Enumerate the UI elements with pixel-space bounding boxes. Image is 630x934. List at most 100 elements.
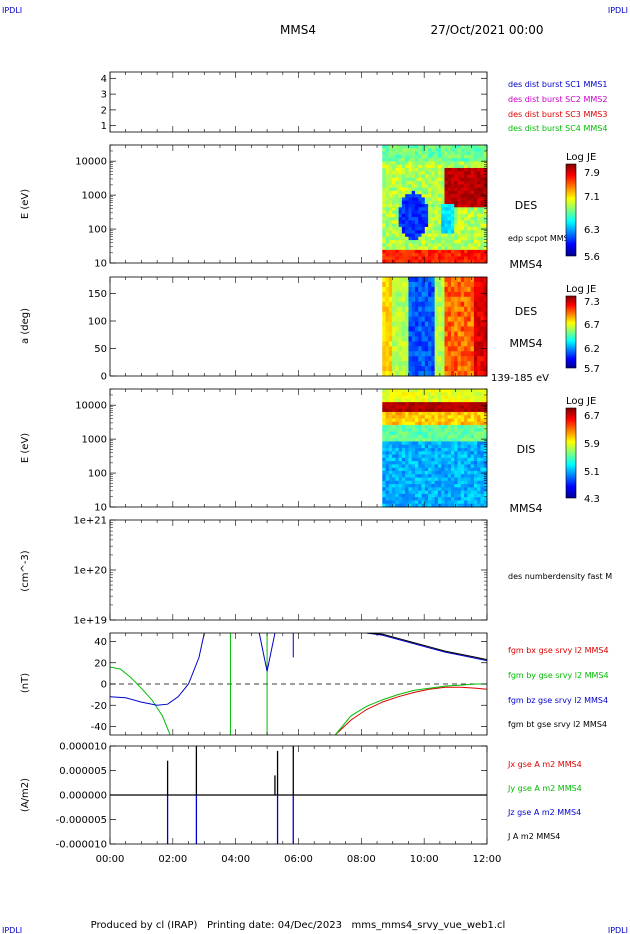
datetime-title: 27/Oct/2021 00:00 [430, 23, 543, 37]
colorbar-tick: 5.9 [584, 439, 600, 450]
des-pitch-label: DES [515, 305, 537, 318]
time-tick-label: 12:00 [473, 854, 502, 865]
colorbar-tick: 7.9 [584, 168, 600, 179]
y-tick-label: 100 [88, 317, 107, 328]
dis-energy-label: DIS [517, 443, 536, 456]
y-tick-label: 10000 [75, 401, 107, 412]
colorbar-tick: 6.3 [584, 225, 600, 236]
colorbar-tick: 6.2 [584, 344, 600, 355]
des-energy-spectrogram [382, 145, 488, 264]
scpot-overlay-label: edp scpot MMS4 [508, 234, 574, 243]
corner-label-top-left: IPDLI [2, 6, 22, 15]
y-tick-label: 0.000005 [59, 766, 107, 777]
panel-frame [109, 71, 488, 133]
corner-label-top-right: IPDLI [608, 6, 628, 15]
density-ylabel: (cm^-3) [20, 550, 31, 591]
y-tick-label: 150 [88, 289, 107, 300]
legend-bx: fgm bx gse srvy l2 MMS4 [508, 646, 609, 655]
time-tick-label: 04:00 [221, 854, 250, 865]
legend-j: J A m2 MMS4 [507, 832, 560, 841]
y-tick-label: 2 [101, 105, 107, 116]
colorbar-tick: 6.7 [584, 411, 600, 422]
y-tick-label: 1e+19 [73, 616, 107, 627]
time-axis: 00:00 02:00 04:00 06:00 08:00 10:00 12:00 [96, 854, 502, 865]
spacecraft-title: MMS4 [280, 23, 316, 37]
legend-jx: Jx gse A m2 MMS4 [507, 760, 582, 769]
legend-des-sc1: des dist burst SC1 MMS1 [508, 80, 607, 89]
y-tick-label: 1000 [82, 191, 107, 202]
y-tick-label: 3 [101, 90, 107, 101]
y-tick-label: 0.000000 [59, 791, 107, 802]
y-tick-label: 1e+21 [73, 516, 107, 527]
panel-frame [109, 519, 488, 621]
dis-energy-spectrogram [382, 389, 488, 508]
corner-label-bottom-right: IPDLI [608, 926, 628, 934]
y-tick-label: 10000 [75, 157, 107, 168]
footer-credit: Produced by cl (IRAP) Printing date: 04/… [91, 920, 506, 931]
des-pitch-spectrogram [382, 277, 488, 377]
bfield-ylabel: (nT) [20, 673, 31, 693]
colorbar-title: Log JE [566, 152, 596, 163]
series-line [334, 683, 487, 735]
pitch-energy-range: 139-185 eV [491, 373, 549, 384]
y-tick-label: 50 [94, 344, 107, 355]
des-pitch-spacecraft: MMS4 [510, 337, 543, 350]
colorbar-tick: 6.7 [584, 320, 600, 331]
bz-dip [258, 633, 276, 672]
colorbar-des-energy: Log JE 7.9 7.1 6.3 5.6 [565, 152, 600, 263]
colorbar-tick: 5.7 [584, 364, 600, 375]
current-density-lines [110, 746, 487, 844]
time-tick-label: 02:00 [158, 854, 187, 865]
legend-bt: fgm bt gse srvy l2 MMS4 [508, 720, 607, 729]
corner-label-bottom-left: IPDLI [2, 926, 22, 934]
legend-jy: Jy gse A m2 MMS4 [507, 784, 582, 793]
y-tick-label: 1e+20 [73, 566, 107, 577]
y-tick-label: 40 [94, 637, 107, 648]
colorbar-title: Log JE [566, 396, 596, 407]
panel-frames: 1 2 3 4 10 100 1000 10000 0 50 100 150 10 100 1000 1000… [56, 71, 488, 851]
y-tick-label: -20 [91, 701, 107, 712]
colorbar-tick: 7.1 [584, 192, 600, 203]
current-ylabel: (A/m2) [20, 778, 31, 812]
time-tick-label: 00:00 [96, 854, 125, 865]
legend-jz: Jz gse A m2 MMS4 [507, 808, 581, 817]
y-tick-label: 10 [94, 259, 107, 270]
legend-des-sc4: des dist burst SC4 MMS4 [508, 124, 607, 133]
colorbar-tick: 5.6 [584, 252, 600, 263]
colorbar-title: Log JE [566, 284, 596, 295]
y-tick-label: 20 [94, 658, 107, 669]
series-line [110, 633, 205, 706]
series-line [366, 633, 487, 662]
y-tick-label: 0 [101, 372, 107, 383]
series-line [334, 686, 487, 735]
series-line [110, 666, 171, 735]
colorbar-tick: 5.1 [584, 467, 600, 478]
y-tick-label: -40 [91, 722, 107, 733]
y-tick-label: 100 [88, 469, 107, 480]
des-energy-ylabel: E (eV) [20, 189, 31, 219]
legend-des-sc3: des dist burst SC3 MMS3 [508, 110, 607, 119]
des-energy-label: DES [515, 199, 537, 212]
y-tick-label: 10 [94, 503, 107, 514]
y-tick-label: 100 [88, 225, 107, 236]
magnetic-field-lines [110, 633, 487, 735]
y-tick-label: 0.000010 [59, 742, 107, 753]
legend-by: fgm by gse srvy l2 MMS4 [508, 671, 609, 680]
legend-bz: fgm bz gse srvy l2 MMS4 [508, 696, 608, 705]
y-tick-label: 1000 [82, 435, 107, 446]
y-tick-label: -0.000010 [56, 840, 107, 851]
time-tick-label: 08:00 [347, 854, 376, 865]
y-tick-label: -0.000005 [56, 815, 107, 826]
colorbar-tick: 7.3 [584, 297, 600, 308]
legend-des-sc2: des dist burst SC2 MMS2 [508, 95, 607, 104]
y-tick-label: 1 [101, 121, 107, 132]
des-energy-spacecraft: MMS4 [510, 258, 543, 271]
dis-energy-ylabel: E (eV) [20, 433, 31, 463]
time-tick-label: 10:00 [410, 854, 439, 865]
dis-energy-spacecraft: MMS4 [510, 502, 543, 515]
y-tick-label: 4 [101, 74, 107, 85]
series-line [366, 633, 487, 661]
legend-density: des numberdensity fast M [508, 572, 612, 581]
time-tick-label: 06:00 [284, 854, 313, 865]
